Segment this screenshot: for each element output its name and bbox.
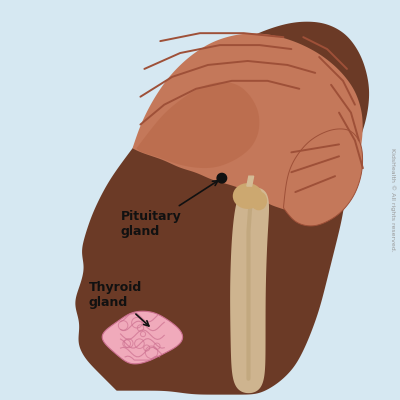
Text: Thyroid
gland: Thyroid gland [89, 282, 149, 326]
Polygon shape [75, 22, 369, 395]
Circle shape [217, 173, 227, 183]
Polygon shape [102, 311, 182, 364]
Ellipse shape [233, 183, 262, 209]
Text: KidsHealth © All rights reserved.: KidsHealth © All rights reserved. [390, 148, 396, 252]
Polygon shape [284, 129, 362, 226]
Polygon shape [137, 82, 259, 168]
Text: Pituitary
gland: Pituitary gland [120, 181, 218, 238]
Ellipse shape [250, 191, 267, 210]
Polygon shape [230, 187, 269, 393]
Polygon shape [247, 176, 254, 186]
Polygon shape [133, 34, 363, 212]
